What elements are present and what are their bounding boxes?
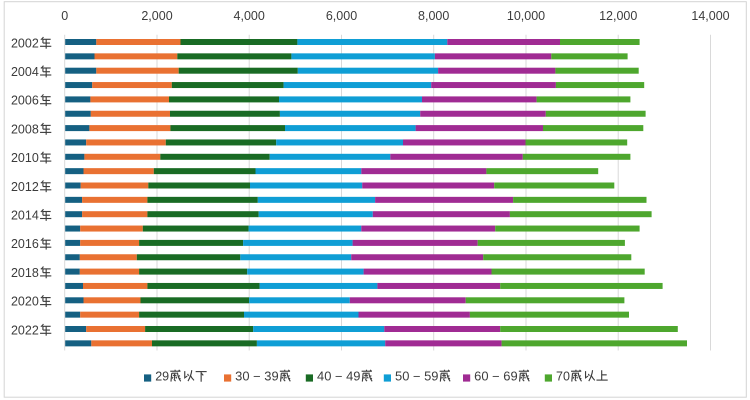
svg-text:2016: 2016 [11, 237, 39, 251]
svg-text:2008: 2008 [11, 122, 39, 136]
svg-text:2010: 2010 [11, 151, 39, 165]
svg-text:2018: 2018 [11, 266, 39, 280]
svg-text:12,000: 12,000 [599, 9, 637, 23]
svg-text:2002: 2002 [11, 36, 39, 50]
svg-text:4,000: 4,000 [234, 9, 265, 23]
svg-text:14,000: 14,000 [691, 9, 729, 23]
svg-text:2012: 2012 [11, 180, 39, 194]
svg-text:0: 0 [61, 9, 68, 23]
svg-text:8,000: 8,000 [418, 9, 449, 23]
svg-text:6,000: 6,000 [326, 9, 357, 23]
svg-text:2014: 2014 [11, 209, 39, 223]
svg-text:40 − 49: 40 − 49 [317, 370, 361, 384]
svg-text:30 − 39: 30 − 39 [235, 370, 279, 384]
svg-text:60 − 69: 60 − 69 [474, 370, 518, 384]
svg-text:50 − 59: 50 − 59 [395, 370, 439, 384]
svg-text:70: 70 [556, 370, 570, 384]
svg-text:2004: 2004 [11, 65, 39, 79]
svg-text:2006: 2006 [11, 94, 39, 108]
svg-text:29: 29 [155, 370, 169, 384]
svg-text:2022: 2022 [11, 323, 39, 337]
svg-text:2020: 2020 [11, 295, 39, 309]
svg-text:10,000: 10,000 [507, 9, 545, 23]
svg-text:2,000: 2,000 [141, 9, 172, 23]
